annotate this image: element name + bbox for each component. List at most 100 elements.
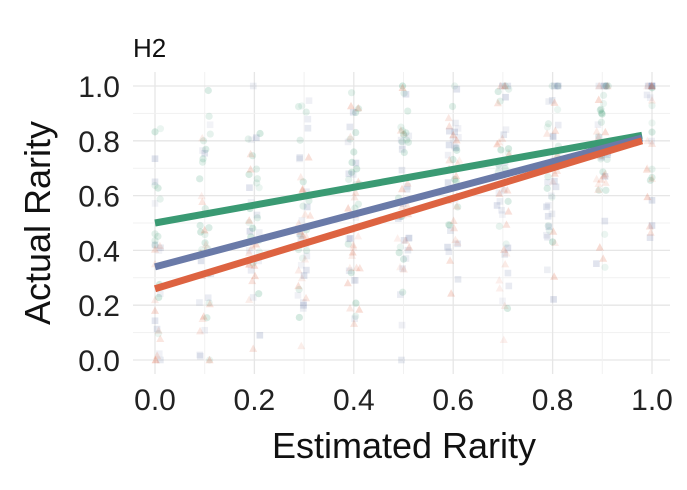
scatter-point (199, 155, 207, 163)
scatter-point (297, 235, 305, 243)
scatter-point (245, 218, 253, 227)
scatter-point (348, 168, 356, 176)
scatter-point (151, 241, 159, 249)
scatter-point (398, 166, 406, 174)
scatter-point (396, 243, 404, 251)
scatter-point (543, 184, 551, 192)
scatter-point (200, 225, 209, 234)
scatter-point (495, 189, 503, 197)
scatter-point (352, 214, 360, 221)
scatter-point (598, 110, 606, 118)
scatter-point (351, 188, 360, 196)
scatter-point (648, 165, 656, 173)
scatter-point (351, 277, 358, 284)
scatter-point (151, 355, 160, 364)
scatter-point (347, 101, 356, 110)
scatter-point (253, 134, 260, 142)
scatter-point (344, 240, 352, 248)
scatter-point (449, 216, 458, 224)
scatter-point (393, 234, 402, 242)
scatter-point (452, 135, 461, 144)
y-tick-label: 0.4 (78, 235, 120, 268)
scatter-point (154, 330, 163, 338)
scatter-point (196, 221, 204, 230)
scatter-point (648, 82, 656, 90)
scatter-point (253, 179, 261, 187)
scatter-point (355, 263, 364, 272)
scatter-point (345, 170, 353, 178)
scatter-point (345, 263, 354, 272)
scatter-point (151, 155, 159, 163)
scatter-point (597, 118, 605, 126)
scatter-point (543, 203, 550, 211)
scatter-point (198, 133, 207, 142)
scatter-point (405, 243, 414, 251)
scatter-point (253, 214, 262, 222)
scatter-point (151, 355, 160, 364)
scatter-point (646, 94, 654, 101)
scatter-point (451, 142, 458, 150)
scatter-point (248, 276, 257, 285)
scatter-point (549, 132, 557, 140)
scatter-point (504, 207, 513, 215)
scatter-point (548, 238, 557, 246)
scatter-point (551, 82, 558, 90)
scatter-point (245, 248, 254, 256)
scatter-point (646, 176, 655, 184)
scatter-point (206, 121, 214, 129)
scatter-point (503, 304, 512, 313)
x-tick-label: 0.8 (532, 384, 574, 417)
scatter-point (403, 185, 411, 193)
scatter-point (598, 109, 606, 117)
scatter-point (592, 127, 601, 135)
x-tick-label: 0.0 (134, 384, 176, 417)
scatter-point (298, 186, 307, 194)
scatter-point (398, 82, 407, 90)
scatter-point (306, 211, 315, 219)
scatter-point (544, 212, 552, 220)
scatter-point (502, 240, 510, 248)
scatter-point (495, 138, 504, 146)
scatter-point (493, 139, 502, 148)
scatter-point (197, 352, 204, 360)
scatter-point (499, 184, 508, 193)
scatter-point (155, 247, 163, 254)
scatter-point (601, 82, 609, 90)
scatter-point (502, 93, 509, 101)
scatter-point (594, 95, 603, 103)
scatter-point (548, 192, 555, 200)
scatter-point (451, 235, 460, 244)
scatter-point (205, 224, 213, 232)
scatter-point (157, 244, 164, 252)
scatter-point (198, 197, 207, 205)
scatter-point (249, 224, 257, 232)
scatter-point (595, 82, 603, 90)
scatter-point (347, 269, 355, 277)
scatter-point (352, 277, 359, 284)
scatter-point (648, 82, 656, 90)
scatter-point (445, 155, 454, 164)
scatter-point (345, 175, 353, 184)
scatter-point (446, 127, 453, 135)
y-tick-label: 0.0 (78, 345, 120, 378)
scatter-point (297, 341, 306, 350)
scatter-point (451, 128, 459, 136)
scatter-point (352, 312, 360, 320)
scatter-point (648, 84, 656, 92)
y-tick-labels: 0.0 0.2 0.4 0.6 0.8 1.0 (78, 71, 120, 378)
scatter-point (397, 136, 405, 144)
scatter-point (345, 267, 353, 275)
scatter-point (349, 243, 358, 251)
scatter-point (594, 132, 603, 141)
scatter-point (255, 229, 263, 236)
scatter-point (594, 121, 602, 128)
scatter-point (454, 275, 462, 283)
scatter-point (544, 233, 551, 241)
scatter-point (296, 172, 305, 181)
scatter-point (404, 183, 411, 190)
scatter-point (201, 240, 210, 248)
scatter-point (400, 129, 409, 137)
scatter-point (251, 271, 260, 280)
scatter-point (196, 351, 204, 359)
